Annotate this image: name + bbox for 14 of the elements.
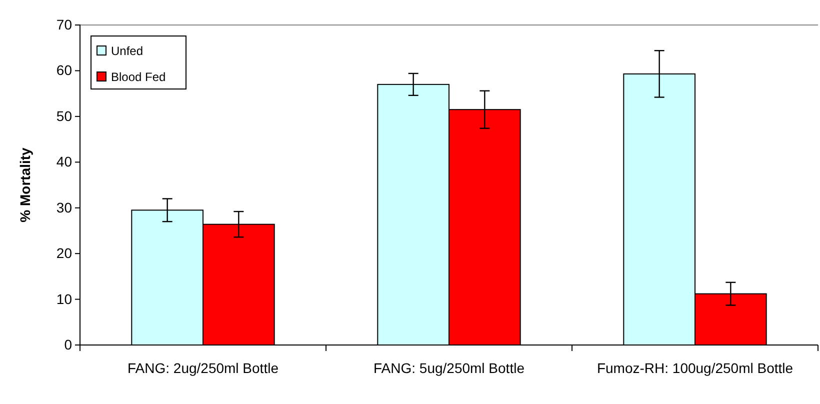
y-tick-label: 0 (64, 336, 72, 352)
x-tick-label: FANG: 2ug/250ml Bottle (128, 360, 279, 376)
x-tick-label: Fumoz-RH: 100ug/250ml Bottle (596, 360, 794, 376)
x-tick-label: FANG: 5ug/250ml Bottle (374, 360, 525, 376)
y-tick-label: 50 (56, 108, 72, 124)
y-tick-label: 10 (56, 290, 72, 307)
y-axis-title: % Mortality (17, 147, 33, 222)
y-tick-label: 70 (56, 16, 72, 32)
y-tick-label: 60 (56, 62, 72, 78)
y-tick-label: 40 (56, 154, 72, 170)
legend-label: Blood Fed (111, 70, 166, 84)
y-tick-label: 30 (56, 199, 72, 216)
y-tick-label: 20 (56, 245, 72, 262)
legend-label: Unfed (111, 44, 144, 58)
